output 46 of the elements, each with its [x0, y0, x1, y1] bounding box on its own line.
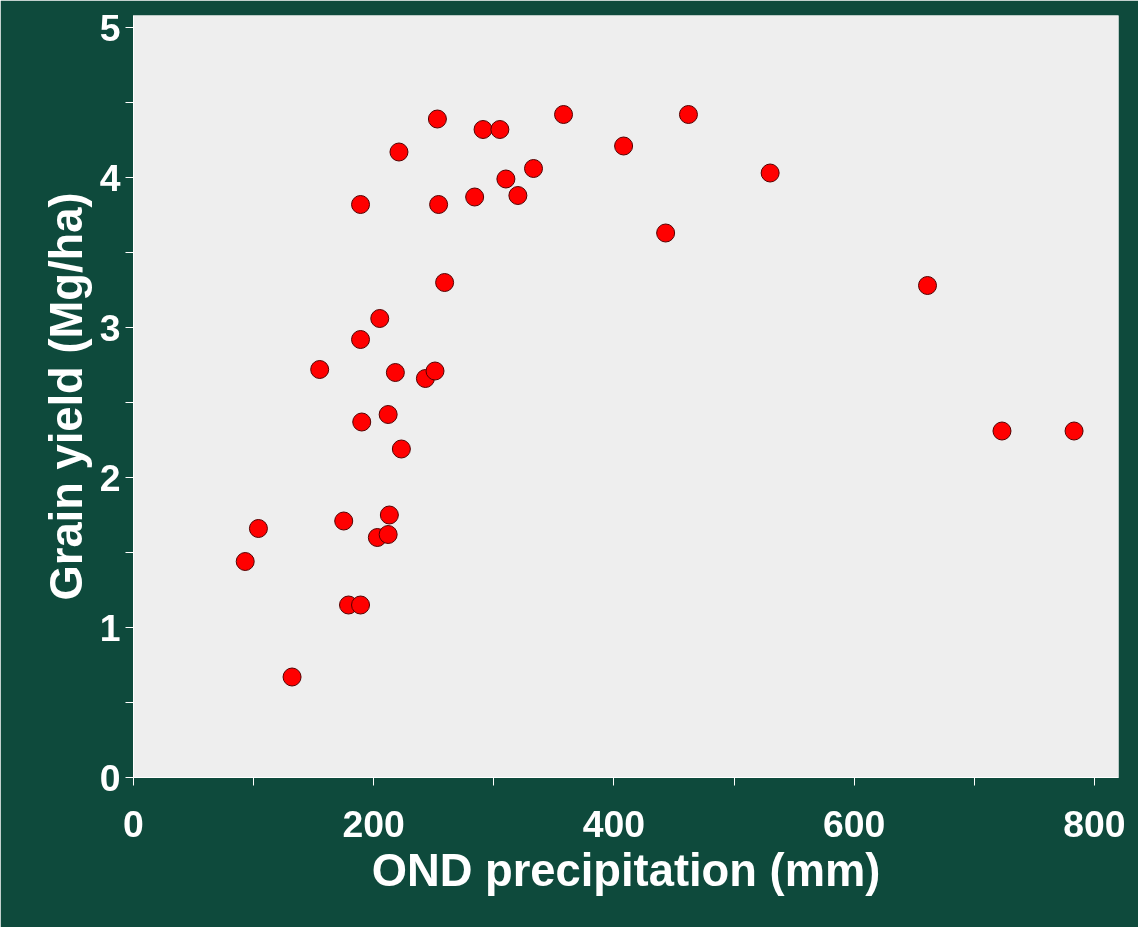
y-tick-label: 3 [99, 306, 121, 349]
point [918, 276, 938, 295]
y-tick-label: 1 [99, 606, 121, 649]
y-axis-title: Grain yield (Mg/ha) [40, 192, 92, 601]
point [465, 187, 485, 207]
point [508, 186, 528, 205]
x-tick-label: 200 [342, 802, 405, 845]
point [352, 412, 372, 432]
point [425, 361, 445, 381]
x-axis-title: OND precipitation (mm) [371, 844, 881, 896]
point [429, 195, 449, 214]
point [760, 163, 780, 183]
point [351, 595, 371, 615]
point [473, 120, 493, 139]
point [235, 552, 255, 571]
point [351, 195, 371, 214]
point [334, 511, 354, 531]
point [391, 439, 411, 459]
x-tick-label: 800 [1063, 802, 1126, 845]
point [427, 109, 447, 129]
point [490, 120, 510, 139]
point [992, 421, 1012, 441]
point [310, 360, 330, 379]
y-tick-label: 4 [99, 156, 121, 199]
x-tick-label: 400 [582, 802, 646, 845]
point [379, 505, 399, 525]
point [351, 330, 371, 349]
point [282, 667, 302, 687]
y-tick-label: 5 [99, 6, 121, 49]
point [678, 105, 698, 124]
point [656, 223, 676, 243]
point [496, 169, 516, 189]
point [524, 159, 544, 178]
point [1064, 421, 1084, 441]
point [378, 525, 398, 544]
y-tick-label: 0 [99, 756, 121, 799]
point [370, 309, 390, 328]
point [378, 405, 398, 424]
point [389, 142, 409, 162]
x-tick-label: 600 [823, 802, 886, 845]
point [614, 136, 634, 156]
y-tick-label: 2 [99, 456, 121, 499]
point [435, 273, 455, 292]
point [554, 105, 574, 124]
point [248, 519, 268, 538]
point [385, 363, 405, 382]
